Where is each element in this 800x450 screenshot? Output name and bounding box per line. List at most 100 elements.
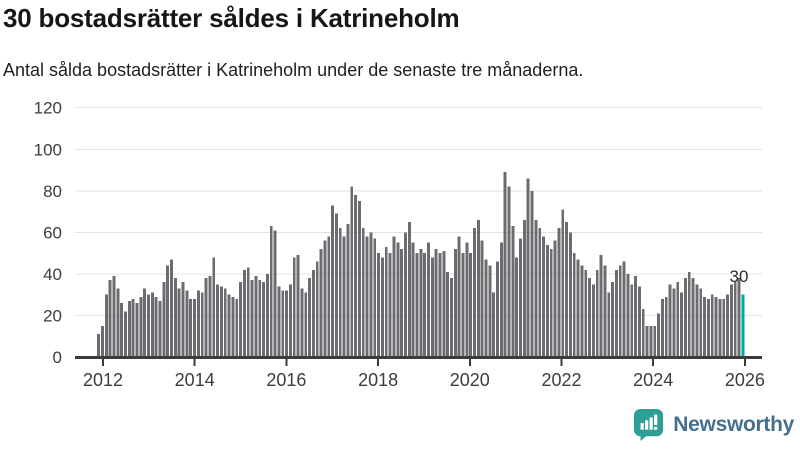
bar [227,294,231,358]
bar [507,186,511,357]
bar [461,253,465,358]
bar [430,257,434,357]
bar [204,278,208,358]
bar [737,278,741,358]
bar [450,278,453,358]
bar [346,224,350,357]
bar [116,288,120,357]
bar [162,282,166,357]
bar [542,236,545,357]
bar [185,290,189,357]
bar [591,284,595,357]
bar [722,298,726,357]
bar [668,284,672,357]
bar [687,271,691,357]
bar [158,300,162,357]
bar [311,269,315,358]
bar [519,238,522,357]
bar [285,290,289,357]
x-axis-label: 2016 [266,370,306,390]
bar [381,257,384,357]
bar [641,309,645,357]
bar [538,228,542,357]
bar [549,248,553,357]
bar [572,253,576,358]
bar [127,300,131,357]
bar [730,284,733,357]
y-axis-label: 120 [34,99,62,118]
bar [530,190,534,357]
y-axis-label: 100 [34,140,62,159]
bar [637,286,641,358]
bar [400,248,404,357]
bar [576,259,580,357]
bar [131,298,135,357]
bar [476,219,480,357]
bar [503,172,507,357]
bar [480,240,484,357]
bar [258,280,262,357]
bar [338,228,342,357]
bar [265,273,269,357]
bar [269,226,273,357]
bar [208,275,212,357]
bar [415,253,419,358]
bar [499,242,503,357]
bar [511,226,515,357]
y-axis-label: 60 [43,223,62,242]
bar [235,298,239,357]
bar [308,278,312,358]
bar [599,255,603,357]
bar [595,269,599,358]
bar [354,194,358,357]
bar [733,282,737,357]
bar [139,296,143,357]
bar [300,288,304,357]
bar [434,248,438,357]
x-axis-label: 2020 [450,370,490,390]
bar [683,278,687,358]
x-axis-label: 2014 [175,370,215,390]
bar [565,221,568,357]
bar [492,292,496,357]
bar [446,271,450,357]
bar [584,269,588,358]
bar [603,265,607,357]
bar [691,278,695,358]
bar [216,284,219,357]
bar [97,334,101,357]
bar [315,261,319,358]
bar [331,205,335,357]
bar [653,325,657,357]
bar [496,261,499,358]
bar [334,213,338,357]
bar [246,267,250,357]
bar [342,236,346,357]
x-axis-label: 2012 [83,370,123,390]
bar [135,302,139,358]
bar [177,288,181,357]
bar-chart-speech-bubble-icon [634,409,664,441]
bar [580,265,584,357]
chart-subtitle: Antal sålda bostadsrätter i Katrineholm … [3,60,584,80]
latest-value-label: 30 [730,267,749,286]
bar [488,265,492,357]
bar [453,248,457,357]
bar [411,242,415,357]
bar [273,230,277,357]
bar [150,292,154,357]
bar [120,302,124,358]
bar [469,253,473,358]
bar [676,282,680,357]
bar [427,242,430,357]
bar [626,273,630,357]
x-axis-label: 2024 [633,370,673,390]
bar [350,186,354,357]
bar [438,253,442,358]
bar [423,253,427,358]
bar [124,311,127,358]
bar [515,257,519,357]
bar [288,284,292,357]
bar [327,236,331,357]
